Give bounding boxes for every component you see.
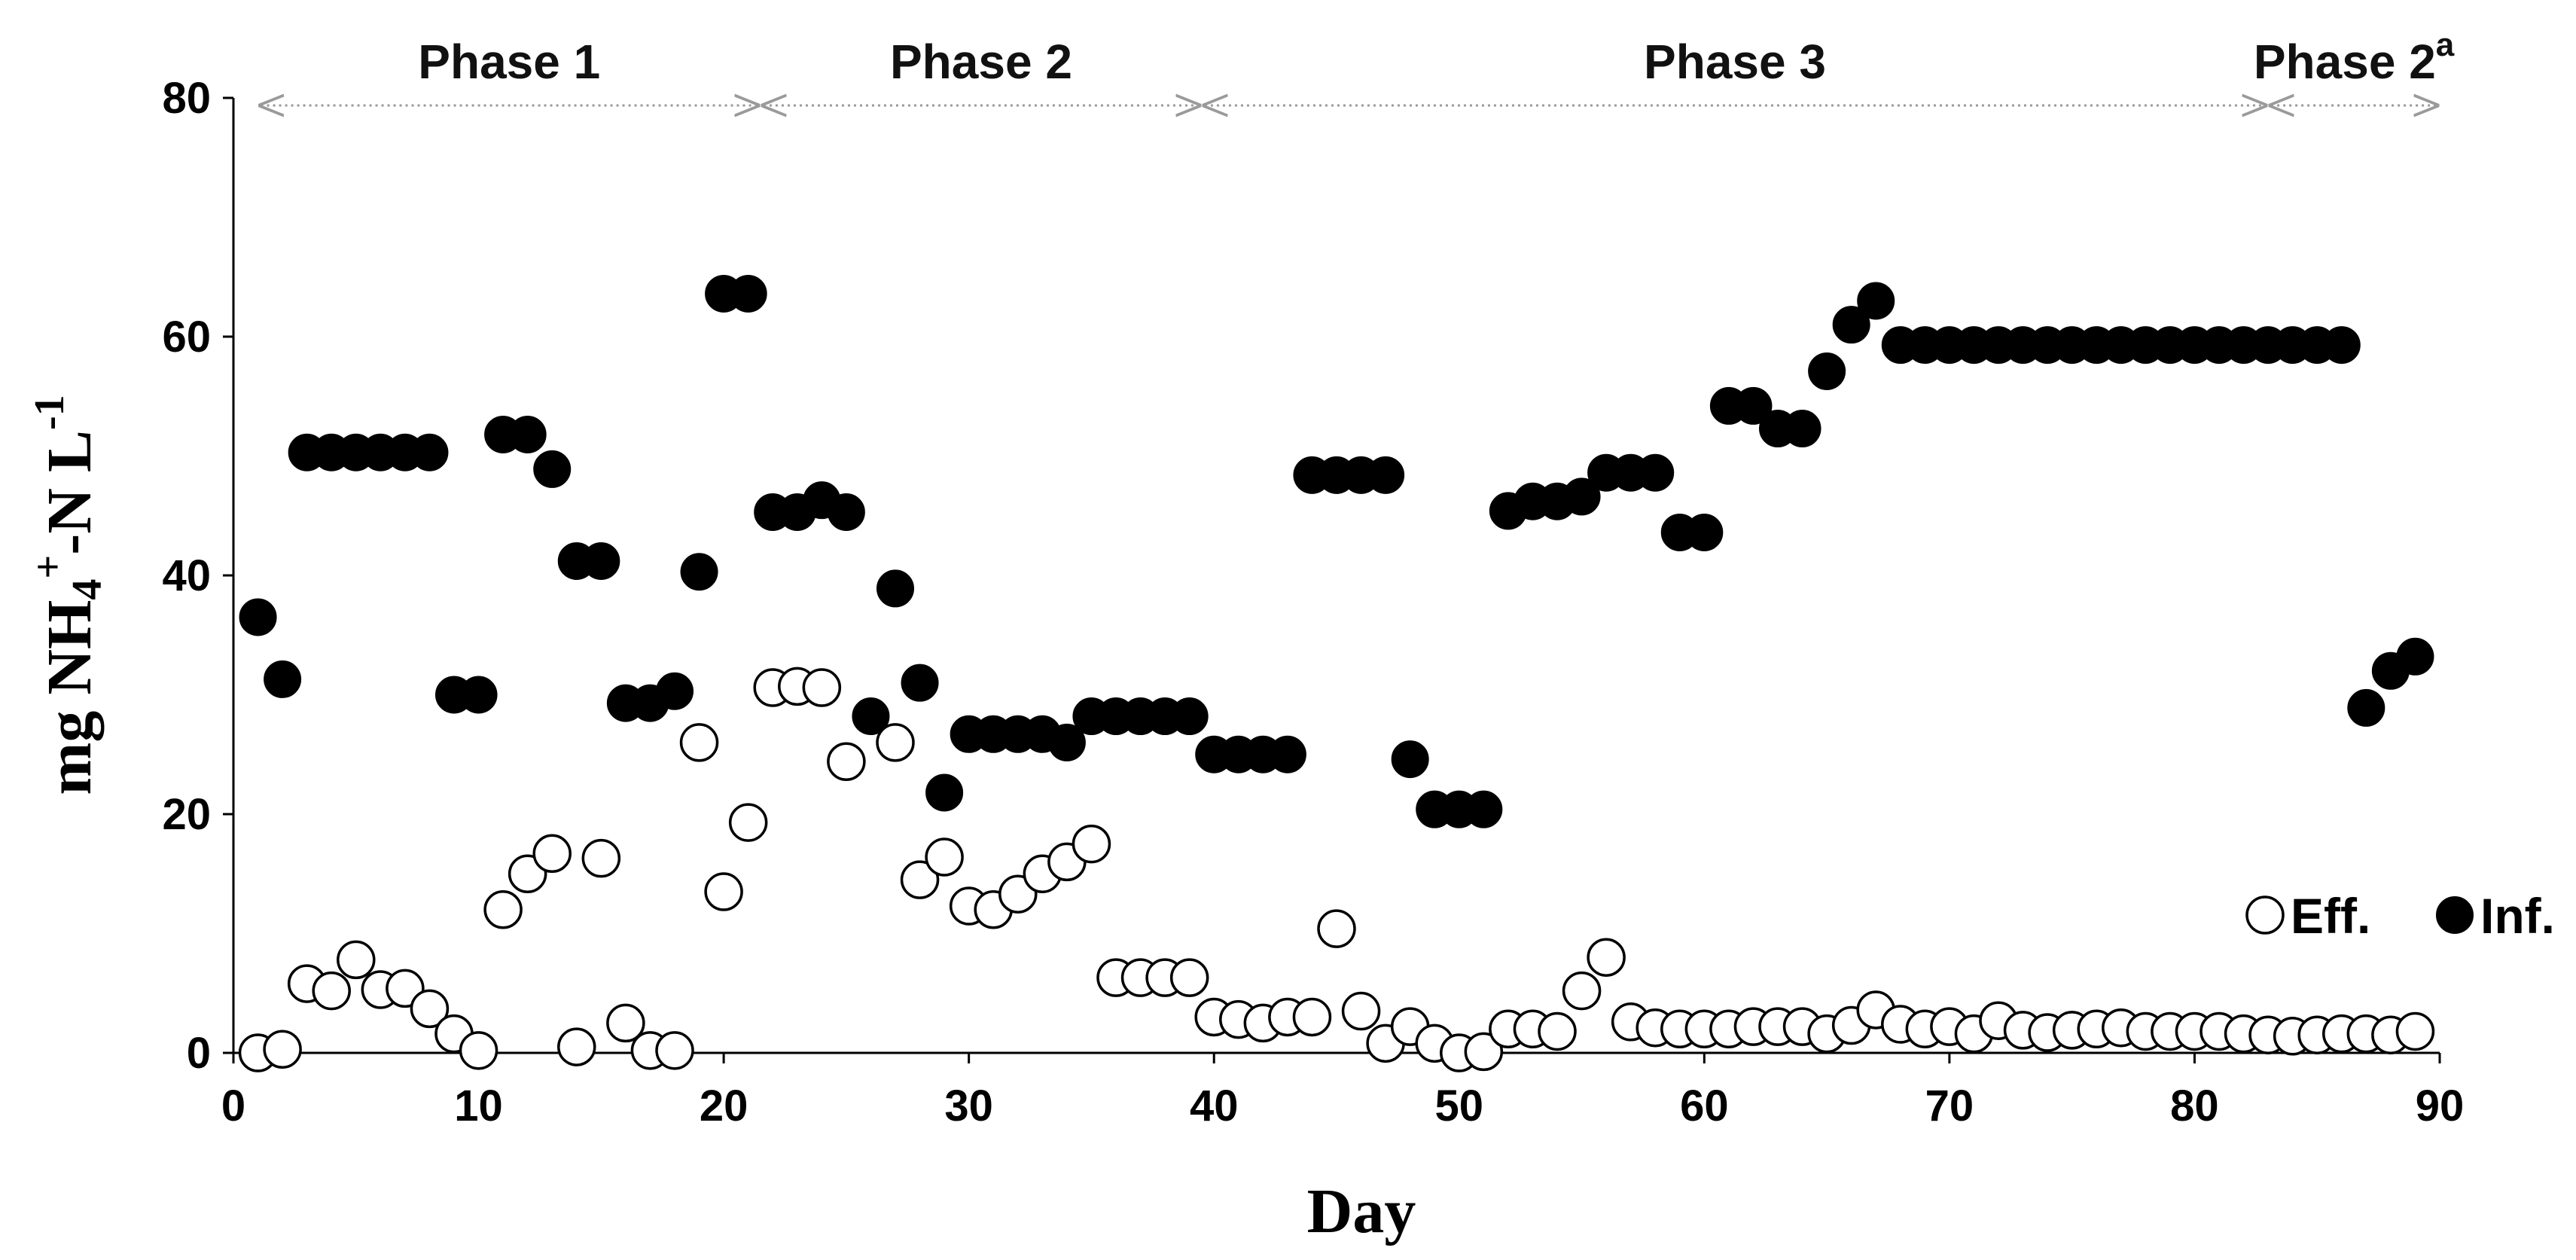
eff-point: [925, 837, 964, 877]
inf-point: [1562, 477, 1601, 516]
inf-point: [1268, 735, 1306, 773]
eff-point: [728, 803, 768, 842]
x-tick-label: 40: [1190, 1082, 1239, 1130]
series-eff: [238, 667, 2435, 1072]
eff-point: [900, 860, 940, 899]
inf-point: [1170, 697, 1209, 736]
inf-point: [901, 664, 939, 702]
phase-label: Phase 2: [890, 35, 1072, 89]
inf-point: [582, 542, 620, 580]
y-ticks: 0 20 40 60 80: [162, 74, 233, 1078]
inf-point: [925, 773, 964, 812]
inf-point: [1734, 386, 1773, 425]
inf-point: [1391, 740, 1429, 779]
eff-point: [802, 668, 842, 707]
phase-label: Phase 1: [418, 35, 600, 89]
eff-point: [483, 890, 523, 929]
inf-point: [1367, 456, 1405, 494]
inf-point: [656, 672, 694, 710]
eff-point: [1538, 1011, 1577, 1051]
inf-point: [1857, 282, 1895, 320]
eff-point: [263, 1030, 302, 1069]
inf-point: [852, 697, 890, 736]
inf-point: [680, 553, 718, 591]
x-tick-label: 10: [454, 1082, 503, 1130]
eff-point: [704, 872, 743, 911]
eff-point: [337, 940, 376, 980]
inf-point: [1465, 790, 1503, 828]
inf-point: [508, 415, 547, 453]
eff-point: [655, 1031, 694, 1070]
phase-annotations: Phase 1 Phase 2 Phase 3 Phase 2a: [261, 26, 2455, 105]
x-tick-label: 30: [944, 1082, 993, 1130]
eff-point: [312, 971, 351, 1011]
x-tick-label: 70: [1925, 1082, 1974, 1130]
inf-point: [1685, 513, 1724, 551]
eff-point: [1072, 824, 1111, 864]
x-tick-label: 50: [1435, 1082, 1484, 1130]
y-tick-label: 40: [162, 551, 211, 600]
eff-point: [459, 1031, 498, 1070]
eff-point: [1317, 909, 1356, 948]
eff-point: [876, 723, 915, 762]
x-tick-label: 60: [1680, 1082, 1729, 1130]
eff-point: [2395, 1011, 2435, 1051]
inf-point: [533, 450, 572, 488]
x-tick-label: 0: [221, 1082, 245, 1130]
phase-label: Phase 2a: [2254, 26, 2455, 89]
y-tick-label: 20: [162, 790, 211, 839]
inf-point: [264, 660, 302, 698]
y-tick-label: 60: [162, 313, 211, 362]
inf-point: [410, 433, 449, 471]
inf-point: [876, 569, 914, 608]
eff-point: [679, 723, 719, 762]
eff-point: [1169, 958, 1209, 997]
eff-point: [1464, 1032, 1504, 1072]
y-tick-label: 80: [162, 74, 211, 123]
y-tick-label: 0: [187, 1029, 211, 1078]
series-inf: [239, 274, 2434, 828]
x-tick-label: 20: [700, 1082, 748, 1130]
inf-point: [1783, 410, 1821, 448]
eff-point: [1562, 971, 1602, 1011]
legend-inf-label: Inf.: [2480, 888, 2555, 944]
eff-point: [557, 1027, 596, 1066]
x-axis-title: Day: [1307, 1176, 1416, 1246]
eff-point: [606, 1003, 645, 1043]
inf-point: [2347, 688, 2385, 727]
legend-eff-label: Eff.: [2291, 888, 2370, 944]
inf-point: [827, 493, 865, 531]
eff-point: [1292, 997, 1332, 1037]
inf-point: [729, 274, 767, 313]
eff-point: [1341, 991, 1381, 1031]
eff-point: [581, 838, 621, 878]
inf-point: [2322, 326, 2361, 365]
x-tick-label: 80: [2170, 1082, 2219, 1130]
phase-label: Phase 3: [1644, 35, 1826, 89]
inf-point: [1832, 306, 1870, 344]
legend-eff-marker: [2245, 895, 2285, 935]
inf-point: [1636, 453, 1675, 492]
eff-point: [827, 742, 866, 782]
legend: Eff. Inf.: [2245, 888, 2555, 944]
inf-point: [2396, 637, 2434, 676]
eff-point: [1587, 938, 1626, 977]
eff-point: [532, 834, 572, 874]
y-axis-title: mg NH4+-N L-1: [25, 395, 111, 795]
inf-point: [1047, 723, 1086, 761]
inf-point: [1808, 352, 1846, 390]
x-ticks: 0 10 20 30 40 50 60 70 80 90: [221, 1053, 2464, 1130]
x-tick-label: 90: [2416, 1082, 2465, 1130]
eff-point: [410, 989, 450, 1029]
inf-point: [459, 676, 498, 714]
inf-point: [239, 598, 277, 636]
legend-inf-marker: [2436, 896, 2474, 934]
